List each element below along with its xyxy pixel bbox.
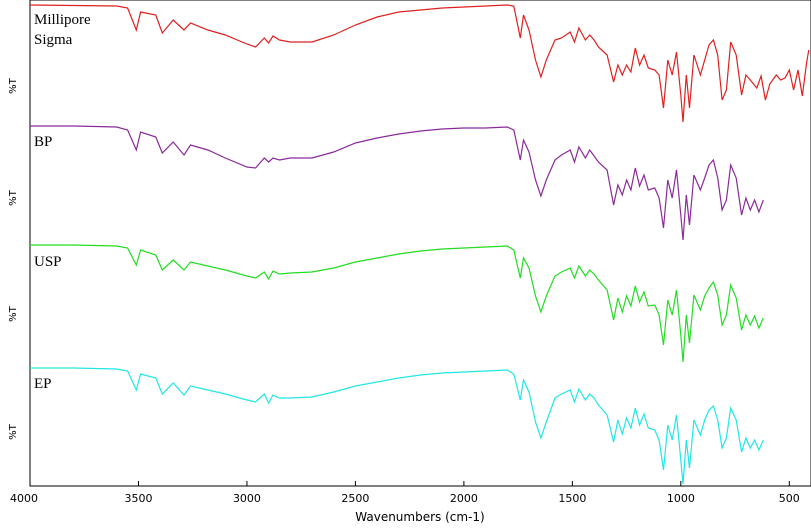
series-label: EP	[34, 376, 52, 392]
trace-bp	[30, 125, 764, 241]
x-tick-label: 3500	[124, 492, 152, 505]
x-axis-title: Wavenumbers (cm-1)	[355, 510, 484, 524]
y-axis-label: %T	[8, 189, 19, 206]
x-axis-ticks: 4000 3500 3000 2500 2000 1500 1000 500	[10, 481, 800, 505]
x-tick-label: 1000	[667, 492, 695, 505]
trace-usp	[30, 244, 764, 363]
series-labels: Millipore Sigma BP USP EP	[34, 12, 91, 392]
x-tick-label: 1500	[558, 492, 586, 505]
series-label: Millipore	[34, 12, 91, 28]
spectra-traces	[29, 4, 810, 485]
series-label: USP	[34, 254, 62, 270]
series-label: Sigma	[34, 32, 73, 48]
x-tick-label: 3000	[233, 492, 261, 505]
y-axis-label: %T	[8, 77, 19, 94]
series-label: BP	[34, 134, 52, 150]
x-tick-label: 500	[779, 492, 800, 505]
trace-ep	[30, 367, 764, 485]
x-tick-label: 2000	[450, 492, 478, 505]
x-tick-label: 4000	[10, 492, 38, 505]
trace-millipore-sigma	[29, 4, 810, 123]
y-axis-labels: %T %T %T %T	[8, 77, 19, 440]
y-axis-label: %T	[8, 423, 19, 440]
y-axis-label: %T	[8, 305, 19, 322]
plot-frame	[29, 0, 811, 487]
x-tick-label: 2500	[341, 492, 369, 505]
